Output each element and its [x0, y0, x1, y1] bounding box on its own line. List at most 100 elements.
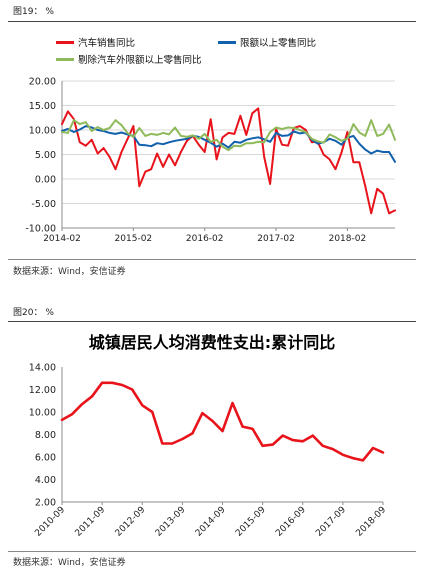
above-quota-retail-series-point — [79, 128, 81, 131]
consumption-growth-series-point — [111, 382, 113, 384]
auto-sales-series-point — [120, 151, 123, 153]
y-tick-label: 5.00 — [35, 150, 56, 161]
auto-sales-series-point — [198, 143, 200, 146]
ex-auto-retail-series-point — [263, 141, 266, 144]
consumption-growth-series-point — [322, 445, 324, 447]
x-tick-label: 2010-09 — [33, 505, 67, 539]
consumption-growth-series-point — [61, 419, 63, 421]
auto-sales-series-point — [174, 164, 176, 167]
ex-auto-retail-series-point — [90, 130, 93, 132]
above-quota-retail-series-point — [162, 143, 164, 145]
above-quota-retail-series-point — [215, 145, 218, 148]
ex-auto-retail-series-point — [364, 135, 367, 137]
above-quota-retail-series-point — [388, 151, 390, 153]
consumption-growth-series-point — [141, 404, 144, 407]
above-quota-retail-series-point — [150, 145, 152, 147]
ex-auto-retail-series-point — [144, 135, 147, 137]
auto-sales-series-point — [203, 151, 206, 153]
auto-sales-series-point — [126, 138, 129, 141]
auto-sales-series-point — [150, 168, 152, 170]
above-quota-retail-series-point — [233, 141, 236, 143]
x-tick-label: 2018-02 — [329, 234, 367, 244]
ex-auto-retail-series-point — [102, 129, 105, 131]
consumption-growth-series-point — [251, 428, 254, 430]
x-tick-label: 2015-09 — [234, 505, 268, 539]
ex-auto-retail-series-point — [334, 136, 337, 139]
above-quota-retail-series-point — [328, 138, 331, 140]
figure20-chart-title: 城镇居民人均消费性支出:累计同比 — [88, 333, 336, 352]
auto-sales-series-point — [114, 168, 117, 170]
auto-sales-series-point — [388, 212, 390, 215]
y-tick-label: 4.00 — [35, 475, 56, 486]
auto-sales-series-point — [364, 185, 367, 188]
above-quota-retail-series-point — [269, 141, 271, 143]
consumption-growth-series-point — [332, 448, 334, 450]
x-tick-label: 2013-09 — [154, 505, 188, 539]
auto-sales-series-point — [168, 153, 170, 156]
y-tick-label: 15.00 — [29, 101, 56, 112]
figure20-top-rule — [8, 321, 416, 322]
x-tick-label: 2016-02 — [186, 234, 224, 244]
consumption-growth-series-point — [151, 411, 154, 413]
legend-item-ex-auto-retail: 剔除汽车外限额以上零售同比 — [56, 52, 202, 66]
auto-sales-series-point — [299, 125, 301, 127]
x-tick-label: 2016-09 — [274, 505, 308, 539]
figure19-bottom-rule — [8, 259, 416, 260]
x-tick-label: 2011-09 — [74, 505, 108, 539]
above-quota-retail-series-point — [370, 152, 373, 155]
ex-auto-retail-series-point — [168, 133, 170, 136]
ex-auto-retail-series-point — [186, 136, 188, 138]
above-quota-retail-series-point — [96, 129, 99, 131]
figure19-line-chart: -10.00 -5.00 0.00 5.00 10.00 15.00 20.00 2014-0… — [25, 77, 396, 244]
above-quota-retail-series-point — [138, 143, 141, 146]
auto-sales-series-point — [340, 151, 343, 154]
above-quota-retail-series-point — [257, 136, 260, 139]
ex-auto-retail-series-point — [346, 138, 349, 140]
consumption-growth-series-point — [352, 457, 354, 459]
auto-sales-series-point — [156, 152, 158, 155]
auto-sales-series-point — [85, 144, 87, 147]
auto-sales-series-point — [186, 140, 188, 142]
ex-auto-retail-series-point — [203, 133, 206, 135]
figure20-source: 数据来源：Wind，安信证券 — [13, 558, 126, 568]
x-tick-label: 2012-09 — [114, 505, 148, 539]
y-tick-label: 12.00 — [29, 385, 56, 396]
consumption-growth-series-point — [181, 438, 184, 440]
legend-swatch-auto-sales — [56, 40, 74, 44]
auto-sales-series-point — [346, 131, 349, 133]
auto-sales-series-point — [215, 158, 218, 161]
consumption-growth-series-point — [312, 434, 314, 437]
ex-auto-retail-series-line — [61, 119, 396, 152]
above-quota-retail-series-point — [239, 141, 242, 144]
above-quota-retail-series-point — [245, 139, 248, 141]
consumption-growth-series-point — [291, 439, 294, 441]
above-quota-retail-series-point — [108, 132, 111, 134]
auto-sales-series-point — [305, 129, 307, 131]
ex-auto-retail-series-point — [316, 140, 319, 143]
ex-auto-retail-series-point — [245, 142, 248, 144]
ex-auto-retail-series-point — [120, 124, 123, 126]
legend-swatch-ex-auto-retail — [56, 57, 74, 61]
auto-sales-series-point — [394, 209, 396, 212]
auto-sales-series-point — [322, 153, 325, 156]
y-tick-label: 20.00 — [29, 77, 56, 88]
above-quota-retail-series-point — [90, 126, 93, 129]
consumption-growth-series-point — [382, 451, 384, 454]
consumption-growth-series-point — [171, 442, 174, 445]
ex-auto-retail-series-point — [275, 126, 277, 129]
auto-sales-series-point — [144, 170, 147, 173]
ex-auto-retail-series-point — [299, 129, 301, 131]
figure19-source: 数据来源：Wind，安信证券 — [13, 267, 126, 277]
ex-auto-retail-series-point — [239, 145, 242, 147]
figure20-bottom-rule — [8, 551, 416, 552]
above-quota-retail-series-point — [358, 142, 361, 145]
auto-sales-series-point — [311, 141, 313, 144]
auto-sales-series-point — [108, 156, 111, 158]
above-quota-retail-series-point — [174, 140, 176, 142]
above-quota-retail-series-point — [382, 151, 384, 153]
consumption-growth-series-point — [81, 403, 83, 405]
consumption-growth-series-point — [372, 447, 374, 449]
above-quota-retail-series-point — [221, 142, 224, 145]
ex-auto-retail-series-point — [269, 131, 271, 133]
y-tick-label: 6.00 — [35, 453, 56, 464]
